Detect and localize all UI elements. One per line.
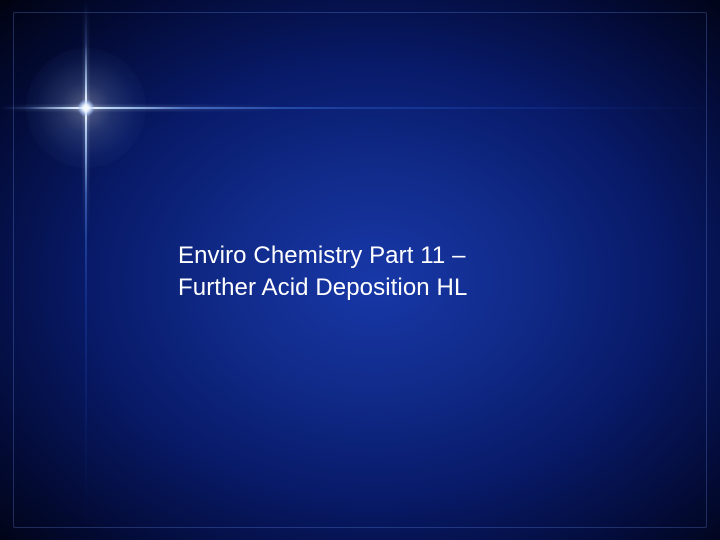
slide: Enviro Chemistry Part 11 – Further Acid …: [0, 0, 720, 540]
vertical-light-beam: [85, 0, 87, 540]
horizontal-light-beam: [0, 107, 720, 109]
title-line-1: Enviro Chemistry Part 11 –: [178, 240, 467, 272]
slide-title: Enviro Chemistry Part 11 – Further Acid …: [178, 240, 467, 304]
title-line-2: Further Acid Deposition HL: [178, 272, 467, 304]
